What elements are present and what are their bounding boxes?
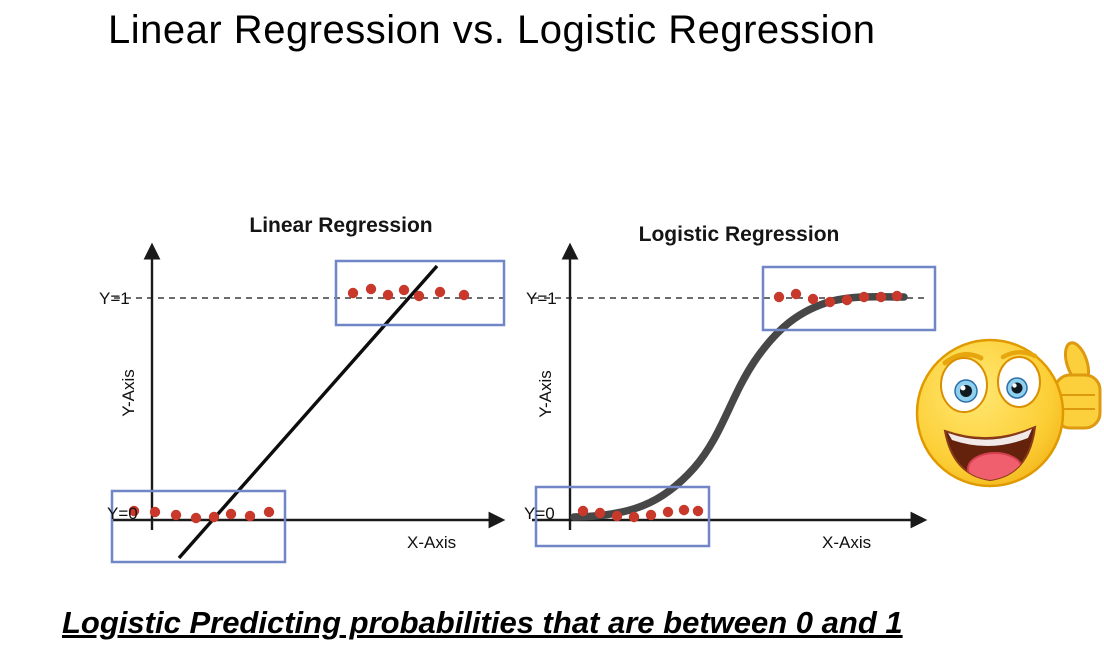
- data-point: [458, 289, 470, 301]
- data-point: [208, 511, 220, 523]
- teeth: [948, 429, 1032, 447]
- data-point: [891, 290, 903, 302]
- data-point: [382, 289, 394, 301]
- data-point: [244, 510, 256, 522]
- data-point: [365, 283, 377, 295]
- dots-y0: [577, 504, 704, 523]
- data-point: [824, 296, 836, 308]
- logistic-y0-label: Y=0: [524, 504, 555, 523]
- data-point: [875, 291, 887, 303]
- cluster-box-y0: [534, 485, 711, 548]
- dots-y1: [347, 283, 470, 302]
- data-point: [790, 288, 802, 300]
- data-point: [628, 511, 640, 523]
- right-eyebrow: [1000, 350, 1038, 360]
- data-point: [662, 506, 674, 518]
- data-point: [678, 504, 690, 516]
- left-eye: [940, 357, 988, 413]
- linear-y1-label: Y=1: [99, 289, 130, 308]
- cluster-box-y1: [334, 259, 506, 327]
- logistic-y-axis-label: Y-Axis: [536, 370, 555, 418]
- dots-y1: [773, 288, 903, 308]
- data-point: [413, 290, 425, 302]
- data-point: [611, 510, 623, 522]
- linear-fit-line: [177, 264, 439, 560]
- linear-y-axis-label: Y-Axis: [119, 369, 138, 417]
- logistic-regression-panel: [532, 242, 937, 548]
- data-point: [645, 509, 657, 521]
- data-point: [841, 294, 853, 306]
- data-point: [858, 291, 870, 303]
- linear-chart-title: Linear Regression: [249, 214, 433, 237]
- data-point: [773, 291, 785, 303]
- data-point: [398, 284, 410, 296]
- logistic-y1-label: Y=1: [526, 289, 557, 308]
- linear-regression-panel: [110, 242, 506, 564]
- data-point: [434, 286, 446, 298]
- caption: Logistic Predicting probabilities that a…: [62, 605, 903, 640]
- data-point: [263, 506, 275, 518]
- dots-y0: [128, 505, 275, 524]
- left-eyebrow: [942, 351, 984, 366]
- data-point: [190, 512, 202, 524]
- data-point: [577, 505, 589, 517]
- logistic-chart-title: Logistic Regression: [638, 223, 840, 246]
- linear-x-axis-label: X-Axis: [407, 533, 457, 552]
- finger-lines: [1061, 394, 1095, 410]
- cluster-box-y1: [761, 265, 937, 332]
- data-point: [149, 506, 161, 518]
- data-point: [128, 505, 140, 517]
- data-point: [692, 505, 704, 517]
- thumbs-up-smiley-emoji: [915, 338, 1102, 488]
- data-point: [347, 287, 359, 299]
- data-point: [170, 509, 182, 521]
- data-point: [225, 508, 237, 520]
- logistic-x-axis-label: X-Axis: [822, 533, 872, 552]
- cluster-box-y0: [110, 489, 287, 564]
- slide-title: Linear Regression vs. Logistic Regressio…: [108, 8, 876, 52]
- right-eye: [997, 356, 1041, 408]
- data-point: [594, 507, 606, 519]
- open-mouth: [943, 425, 1037, 482]
- data-point: [807, 293, 819, 305]
- linear-y0-label: Y=0: [107, 504, 138, 523]
